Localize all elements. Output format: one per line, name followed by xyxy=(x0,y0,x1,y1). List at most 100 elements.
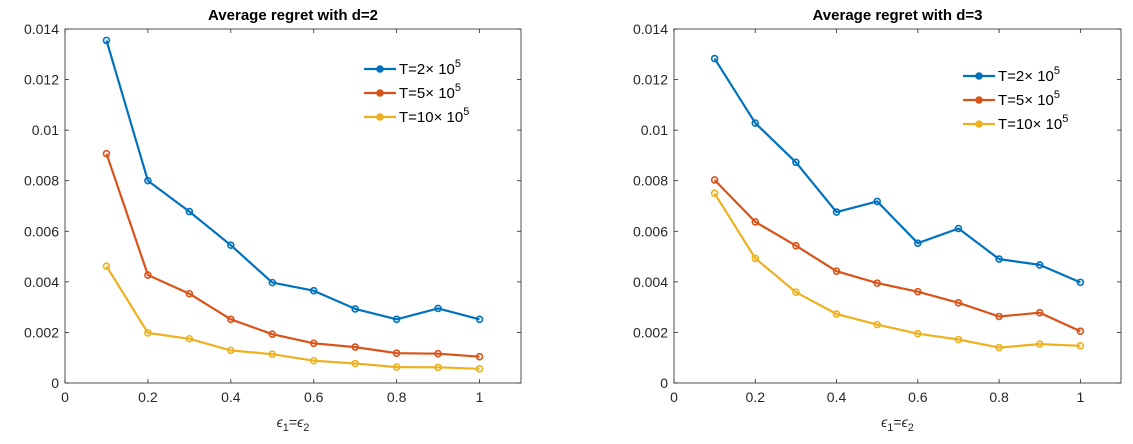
series-line-3 xyxy=(105,265,480,370)
legend-marker xyxy=(975,72,983,80)
data-point xyxy=(832,208,841,216)
data-point xyxy=(710,176,719,184)
legend: T=2× 105 T=5× 105 T=10× 105 xyxy=(963,65,1068,133)
y-tick-label: 0.014 xyxy=(24,21,59,37)
y-tick-label: 0.004 xyxy=(24,274,59,290)
data-point xyxy=(995,255,1003,263)
plot-area xyxy=(673,28,1122,384)
data-point xyxy=(954,299,963,307)
y-tick-label: 0.002 xyxy=(633,324,668,340)
data-point xyxy=(309,286,318,295)
data-point xyxy=(309,339,318,348)
data-point xyxy=(227,346,235,355)
series-line-1 xyxy=(713,58,1081,284)
chart-title: Average regret with d=3 xyxy=(813,7,983,24)
legend-marker xyxy=(376,89,384,97)
data-point xyxy=(392,349,401,357)
series-line-2 xyxy=(105,153,480,358)
data-point xyxy=(832,310,841,318)
data-point xyxy=(102,262,111,270)
data-point xyxy=(434,304,442,313)
legend-marker xyxy=(376,113,384,121)
data-point xyxy=(710,189,719,198)
x-tick-label: 0 xyxy=(670,389,678,405)
data-point xyxy=(1076,327,1085,335)
y-tick-label: 0.014 xyxy=(633,21,668,37)
data-point xyxy=(475,352,484,361)
data-point xyxy=(832,267,841,276)
legend-entry: T=2× 105 xyxy=(998,65,1060,85)
chart-panel-2: Average regret with d=3 0 0.2 0.4 0.6 0.8 1 0 0.… xyxy=(633,7,1122,434)
x-tick-label: 0.8 xyxy=(387,389,407,405)
data-point xyxy=(475,315,484,324)
data-point xyxy=(268,330,277,338)
data-point xyxy=(144,271,152,279)
data-point xyxy=(914,287,922,296)
data-point xyxy=(1035,261,1044,269)
data-point xyxy=(954,224,963,233)
data-point xyxy=(751,254,760,263)
chart-title: Average regret with d=2 xyxy=(208,7,378,24)
data-point xyxy=(1076,342,1085,350)
x-tick-label: 0.4 xyxy=(221,389,241,405)
data-point xyxy=(954,335,963,344)
data-point xyxy=(185,334,194,343)
y-tick-label: 0 xyxy=(660,375,668,391)
y-tick-label: 0.01 xyxy=(641,122,668,138)
y-tick-label: 0.008 xyxy=(24,173,59,189)
data-point xyxy=(268,278,277,287)
y-tick-label: 0.008 xyxy=(633,173,668,189)
x-tick-label: 1 xyxy=(476,389,484,405)
y-tick-label: 0.004 xyxy=(633,274,668,290)
data-point xyxy=(392,363,401,371)
plot-area xyxy=(64,28,522,384)
data-point xyxy=(392,315,401,324)
x-tick-label: 0.2 xyxy=(138,389,158,405)
series-line-2 xyxy=(713,179,1081,333)
data-point xyxy=(351,359,359,368)
data-point xyxy=(914,329,922,338)
legend-marker xyxy=(376,65,384,73)
x-tick-label: 0.2 xyxy=(746,389,766,405)
data-point xyxy=(268,350,277,358)
x-tick-label: 1 xyxy=(1076,389,1084,405)
data-point xyxy=(144,176,152,185)
y-tick-label: 0.006 xyxy=(24,223,59,239)
data-point xyxy=(873,197,881,206)
legend-entry: T=5× 105 xyxy=(399,82,461,102)
data-point xyxy=(227,315,235,324)
legend-entry: T=10× 105 xyxy=(399,106,469,126)
x-tick-label: 0.8 xyxy=(989,389,1009,405)
data-point xyxy=(185,207,194,216)
x-tick-label: 0.4 xyxy=(827,389,847,405)
y-tick-label: 0 xyxy=(51,375,59,391)
x-axis-label: ϵ1=ϵ2 xyxy=(881,414,914,434)
data-point xyxy=(792,288,800,297)
data-point xyxy=(434,349,442,358)
data-point xyxy=(1035,340,1044,348)
y-tick-label: 0.012 xyxy=(633,72,668,88)
data-point xyxy=(227,241,235,249)
x-tick-label: 0.6 xyxy=(908,389,928,405)
legend-entry: T=10× 105 xyxy=(998,113,1068,133)
data-point xyxy=(351,305,359,313)
data-point xyxy=(751,218,760,226)
data-point xyxy=(351,343,359,351)
data-point xyxy=(144,329,152,337)
data-point xyxy=(995,312,1003,321)
legend-marker xyxy=(975,96,983,104)
data-point xyxy=(475,365,484,373)
x-axis-label: ϵ1=ϵ2 xyxy=(277,414,310,434)
x-tick-label: 0.6 xyxy=(304,389,324,405)
data-point xyxy=(1035,308,1044,317)
data-point xyxy=(873,279,881,287)
data-point xyxy=(185,289,194,298)
data-point xyxy=(309,356,318,365)
y-tick-label: 0.01 xyxy=(32,122,59,138)
series-line-1 xyxy=(105,40,480,321)
data-point xyxy=(995,343,1003,352)
data-point xyxy=(792,241,800,250)
data-point xyxy=(434,363,442,372)
x-tick-label: 0 xyxy=(61,389,69,405)
